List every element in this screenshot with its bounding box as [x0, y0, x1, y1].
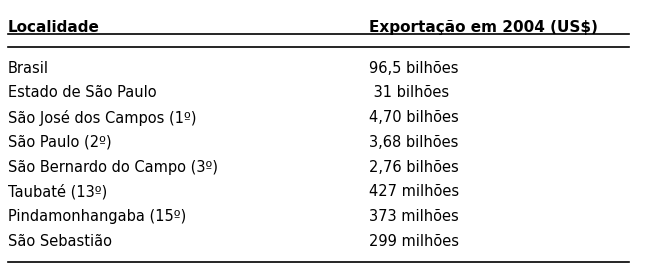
Text: São Bernardo do Campo (3º): São Bernardo do Campo (3º) — [8, 160, 217, 174]
Text: São Sebastião: São Sebastião — [8, 234, 112, 249]
Text: Exportação em 2004 (US$): Exportação em 2004 (US$) — [369, 20, 598, 35]
Text: 96,5 bilhões: 96,5 bilhões — [369, 61, 458, 76]
Text: Taubaté (13º): Taubaté (13º) — [8, 184, 107, 200]
Text: 427 milhões: 427 milhões — [369, 184, 459, 199]
Text: 299 milhões: 299 milhões — [369, 234, 459, 249]
Text: Pindamonhangaba (15º): Pindamonhangaba (15º) — [8, 209, 186, 224]
Text: 373 milhões: 373 milhões — [369, 209, 459, 224]
Text: 31 bilhões: 31 bilhões — [369, 85, 449, 100]
Text: Estado de São Paulo: Estado de São Paulo — [8, 85, 156, 100]
Text: 2,76 bilhões: 2,76 bilhões — [369, 160, 459, 174]
Text: Localidade: Localidade — [8, 20, 100, 35]
Text: São Paulo (2º): São Paulo (2º) — [8, 135, 112, 150]
Text: Brasil: Brasil — [8, 61, 49, 76]
Text: 4,70 bilhões: 4,70 bilhões — [369, 110, 459, 125]
Text: São José dos Campos (1º): São José dos Campos (1º) — [8, 110, 197, 126]
Text: 3,68 bilhões: 3,68 bilhões — [369, 135, 458, 150]
